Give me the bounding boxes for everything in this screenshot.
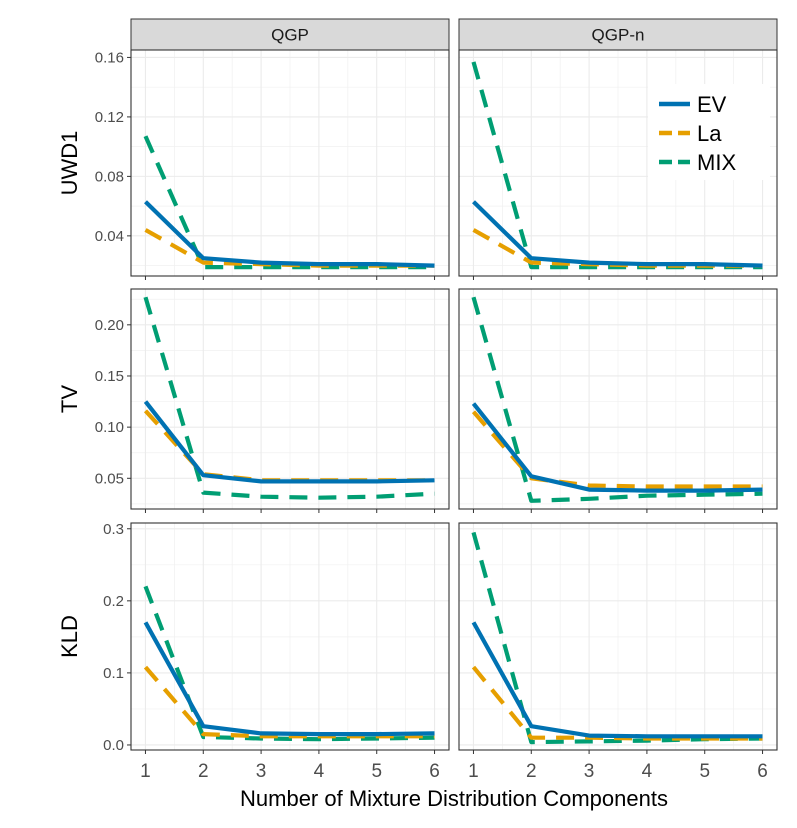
x-tick-label: 4	[642, 761, 653, 782]
series-line-mix	[143, 296, 435, 500]
y-tick-label: 0.2	[103, 593, 124, 610]
x-tick-label: 1	[140, 761, 151, 782]
legend-label-ev: EV	[697, 92, 727, 117]
y-tick-label: 0.15	[95, 368, 124, 385]
legend-label-mix: MIX	[697, 150, 736, 175]
facet-strip-label: QGP	[271, 26, 309, 45]
y-tick-label: 0.10	[95, 419, 124, 436]
panel-kld-qgp	[130, 522, 450, 754]
panel-tv-qgp-n	[458, 288, 778, 513]
series-line-la	[143, 665, 435, 739]
series-line-la	[471, 665, 763, 741]
x-tick-label: 5	[371, 761, 382, 782]
x-axis-title: Number of Mixture Distribution Component…	[240, 786, 668, 811]
series-line-ev	[471, 621, 763, 739]
panel-border	[458, 522, 778, 751]
x-tick-label: 1	[468, 761, 479, 782]
series-line-ev	[471, 402, 763, 493]
panel-uwd1-qgp	[130, 49, 450, 280]
x-tick-label: 2	[198, 761, 209, 782]
panel-border	[458, 49, 778, 277]
series-line-mix	[471, 61, 763, 270]
x-tick-label: 3	[584, 761, 595, 782]
panel-border	[130, 49, 450, 277]
x-tick-label: 6	[757, 761, 768, 782]
legend: EV La MIX	[648, 84, 770, 180]
y-tick-label: 0.05	[95, 470, 124, 487]
row-label-tv: TV	[57, 385, 82, 413]
panel-border	[130, 522, 450, 751]
panel-tv-qgp	[130, 288, 450, 513]
facet-strip-label: QGP-n	[592, 26, 645, 45]
series-line-ev	[143, 400, 435, 484]
panel-kld-qgp-n	[458, 522, 778, 754]
y-tick-label: 0.3	[103, 521, 124, 538]
x-tick-label: 6	[429, 761, 440, 782]
series-line-ev	[144, 200, 435, 268]
y-tick-label: 0.20	[95, 317, 124, 334]
y-tick-label: 0.08	[95, 168, 124, 185]
y-tick-label: 0.16	[95, 49, 124, 66]
legend-label-la: La	[697, 121, 722, 146]
facet-strip-qgp	[130, 18, 450, 51]
row-label-uwd1: UWD1	[57, 131, 82, 196]
panel-border	[458, 288, 778, 510]
x-tick-label: 2	[526, 761, 537, 782]
y-tick-label: 0.12	[95, 109, 124, 126]
series-line-ev	[143, 621, 435, 737]
y-tick-label: 0.0	[103, 737, 124, 754]
y-tick-label: 0.04	[95, 228, 124, 245]
facet-strip-qgp-n	[458, 18, 778, 51]
panel-border	[130, 288, 450, 510]
series-line-ev	[472, 200, 763, 268]
y-tick-label: 0.1	[103, 665, 124, 682]
series-line-mix	[143, 585, 435, 742]
row-label-kld: KLD	[57, 615, 82, 658]
x-tick-label: 4	[314, 761, 325, 782]
x-tick-label: 3	[256, 761, 267, 782]
x-tick-label: 5	[699, 761, 710, 782]
